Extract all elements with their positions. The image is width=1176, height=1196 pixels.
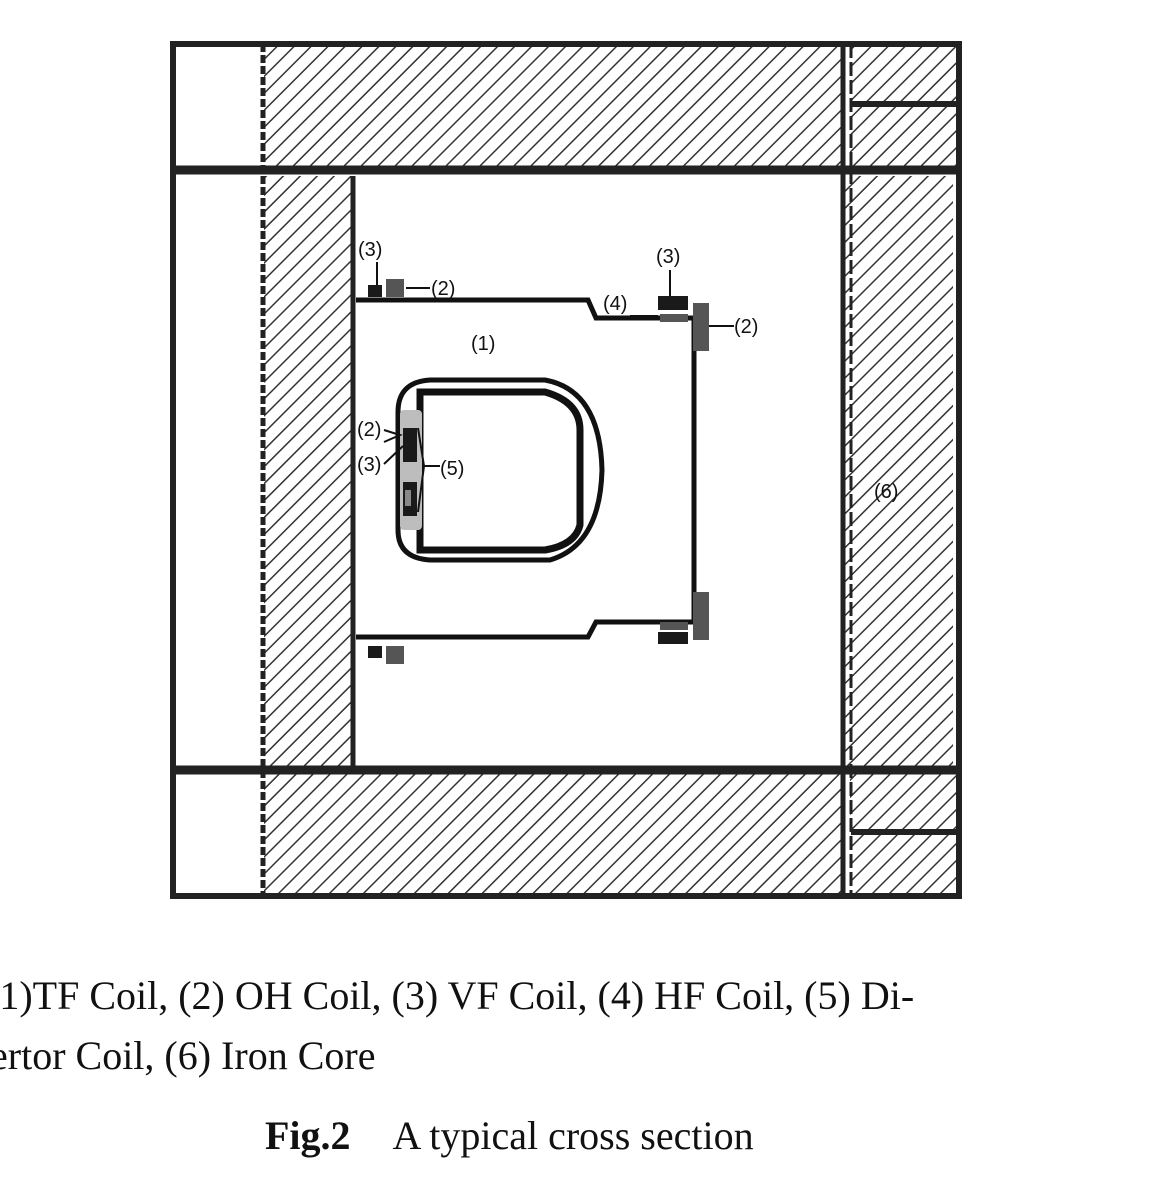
frame — [170, 41, 962, 899]
cross-section-diagram: (3) (2) (1) (3) (4) (2) (2) (3) (5) (6) — [170, 41, 962, 899]
iron-core-bottom-yoke — [264, 772, 844, 896]
legend-line-1: (1)TF Coil, (2) OH Coil, (3) VF Coil, (4… — [0, 973, 915, 1018]
label-vf-divertor: (3) — [357, 454, 381, 476]
label-hf: (4) — [603, 293, 627, 315]
iron-core — [264, 44, 958, 896]
vacuum-vessel-outer — [395, 377, 605, 563]
tf-coil-outline — [356, 297, 697, 640]
iron-core-top-yoke — [264, 44, 844, 168]
iron-core-outer-leg — [845, 176, 953, 766]
legend-line-2: vertor Coil, (6) Iron Core — [0, 1033, 376, 1078]
vacuum-vessel-inner — [416, 388, 584, 554]
outer-frame — [170, 41, 962, 899]
figure-number: Fig.2 — [265, 1113, 351, 1158]
label-vf-top-left: (3) — [358, 239, 382, 261]
oh-coil-top-left — [386, 279, 404, 297]
hf-coil-bottom-right — [660, 622, 688, 630]
divertor-coil-upper — [403, 428, 417, 462]
label-oh-top-left: (2) — [431, 278, 455, 300]
oh-coil-top-right — [693, 303, 709, 351]
label-oh-top-right: (2) — [734, 316, 758, 338]
vf-coil-bottom-left — [368, 646, 382, 658]
label-vf-top-right: (3) — [656, 246, 680, 268]
divertor-coil-highlight — [405, 490, 411, 506]
label-iron-core: (6) — [874, 481, 898, 503]
vf-coil-bottom-right — [658, 632, 688, 644]
figure-title: A typical cross section — [392, 1113, 754, 1158]
iron-core-center-leg — [264, 176, 354, 766]
oh-coil-bottom-right — [693, 592, 709, 640]
vf-coil-top-left — [368, 285, 382, 297]
figure-caption: Fig.2 A typical cross section — [265, 1112, 754, 1159]
divertor-coil-assembly — [400, 410, 422, 530]
hf-coil-top-right — [660, 314, 688, 322]
label-divertor: (5) — [440, 458, 464, 480]
label-tf: (1) — [471, 333, 495, 355]
leader-lines — [376, 262, 734, 513]
oh-coil-bottom-left — [386, 646, 404, 664]
vf-coil-top-right — [658, 296, 688, 310]
label-oh-divertor: (2) — [357, 419, 381, 441]
